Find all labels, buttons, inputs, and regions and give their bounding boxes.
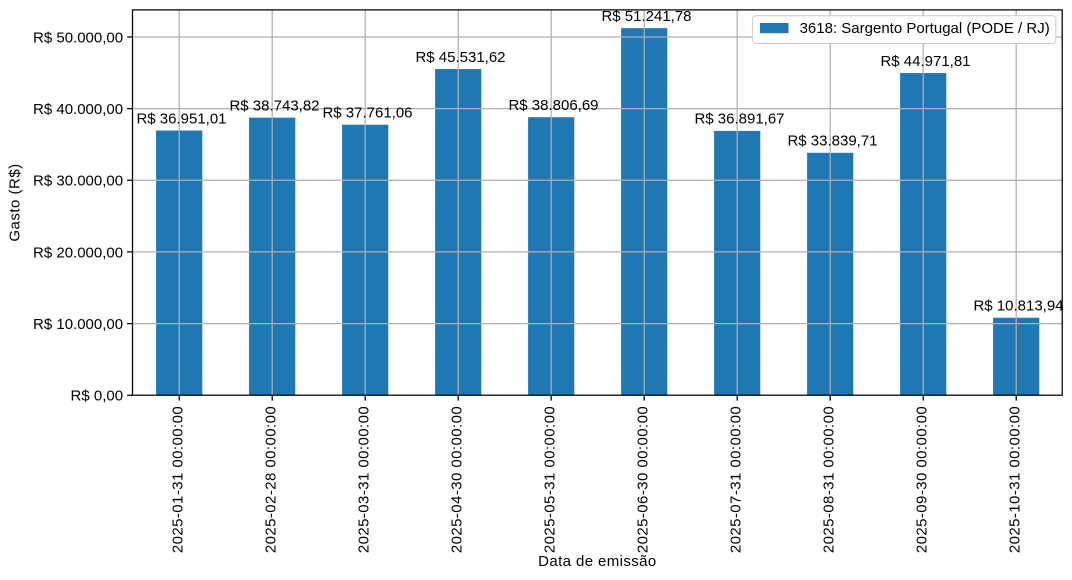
svg-text:R$ 33.839,71: R$ 33.839,71 [787, 133, 877, 150]
svg-text:R$ 10.813,94: R$ 10.813,94 [973, 298, 1063, 315]
svg-text:2025-01-31 00:00:00: 2025-01-31 00:00:00 [169, 406, 186, 553]
svg-text:Gasto (R$): Gasto (R$) [7, 163, 24, 241]
svg-text:R$ 50.000,00: R$ 50.000,00 [33, 29, 123, 46]
svg-text:R$ 37.761,06: R$ 37.761,06 [322, 105, 412, 122]
svg-text:Data de emissão: Data de emissão [538, 553, 657, 570]
svg-text:R$ 38.743,82: R$ 38.743,82 [229, 97, 319, 114]
svg-text:R$ 38.806,69: R$ 38.806,69 [508, 97, 598, 114]
svg-text:R$ 30.000,00: R$ 30.000,00 [33, 173, 123, 190]
svg-text:R$ 45.531,62: R$ 45.531,62 [415, 49, 505, 66]
svg-text:R$ 44.971,81: R$ 44.971,81 [880, 53, 970, 70]
svg-text:2025-05-31 00:00:00: 2025-05-31 00:00:00 [541, 406, 558, 553]
svg-text:2025-04-30 00:00:00: 2025-04-30 00:00:00 [448, 406, 465, 553]
svg-text:2025-10-31 00:00:00: 2025-10-31 00:00:00 [1006, 406, 1023, 553]
svg-text:2025-03-31 00:00:00: 2025-03-31 00:00:00 [355, 406, 372, 553]
svg-text:R$ 36.951,01: R$ 36.951,01 [136, 110, 226, 127]
svg-text:2025-08-31 00:00:00: 2025-08-31 00:00:00 [820, 406, 837, 553]
svg-text:2025-07-31 00:00:00: 2025-07-31 00:00:00 [727, 406, 744, 553]
svg-text:R$ 10.000,00: R$ 10.000,00 [33, 316, 123, 333]
svg-text:3618: Sargento Portugal (PODE: 3618: Sargento Portugal (PODE / RJ) [800, 20, 1050, 37]
svg-text:2025-02-28 00:00:00: 2025-02-28 00:00:00 [262, 406, 279, 553]
svg-text:R$ 0,00: R$ 0,00 [71, 388, 124, 405]
svg-text:R$ 20.000,00: R$ 20.000,00 [33, 244, 123, 261]
svg-text:2025-09-30 00:00:00: 2025-09-30 00:00:00 [913, 406, 930, 553]
svg-text:R$ 40.000,00: R$ 40.000,00 [33, 101, 123, 118]
svg-text:R$ 51.241,78: R$ 51.241,78 [601, 8, 691, 25]
svg-text:R$ 36.891,67: R$ 36.891,67 [694, 111, 784, 128]
svg-text:2025-06-30 00:00:00: 2025-06-30 00:00:00 [634, 406, 651, 553]
